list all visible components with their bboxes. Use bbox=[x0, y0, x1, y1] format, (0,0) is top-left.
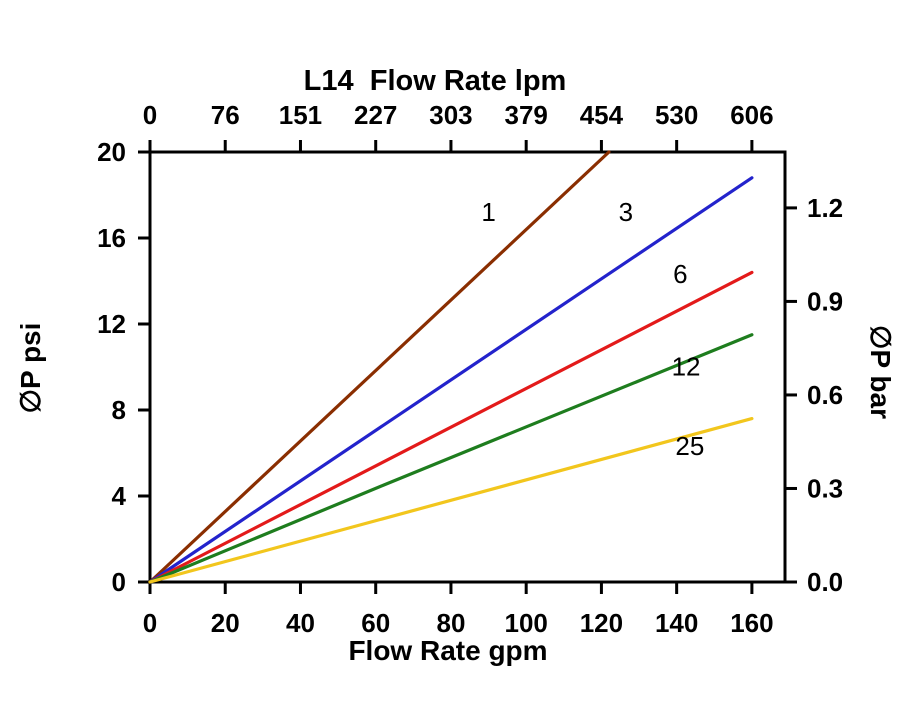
left-tick-label: 12 bbox=[97, 309, 126, 339]
bottom-tick-label: 120 bbox=[580, 608, 623, 638]
bottom-tick-label: 0 bbox=[143, 608, 157, 638]
top-tick-label: 227 bbox=[354, 100, 397, 130]
top-tick-label: 76 bbox=[211, 100, 240, 130]
top-tick-label: 606 bbox=[730, 100, 773, 130]
series-line-1 bbox=[148, 150, 611, 584]
top-tick-label: 151 bbox=[279, 100, 322, 130]
left-tick-label: 0 bbox=[112, 567, 126, 597]
top-tick-label: 530 bbox=[655, 100, 698, 130]
series-label-3: 3 bbox=[619, 197, 633, 227]
top-tick-label: 379 bbox=[504, 100, 547, 130]
plot-frame bbox=[148, 150, 787, 584]
left-axis-title: ∅P psi bbox=[15, 323, 46, 414]
right-tick-label: 0.9 bbox=[807, 286, 843, 316]
top-tick-label: 303 bbox=[429, 100, 472, 130]
left-tick-label: 20 bbox=[97, 137, 126, 167]
bottom-tick-label: 60 bbox=[361, 608, 390, 638]
left-tick-label: 4 bbox=[112, 481, 127, 511]
bottom-axis-title: Flow Rate gpm bbox=[348, 635, 547, 666]
bottom-tick-label: 80 bbox=[436, 608, 465, 638]
right-tick-label: 0.0 bbox=[807, 567, 843, 597]
series-label-12: 12 bbox=[672, 352, 701, 382]
series-line-12 bbox=[148, 333, 754, 584]
top-tick-label: 454 bbox=[580, 100, 624, 130]
right-tick-label: 0.6 bbox=[807, 380, 843, 410]
bottom-tick-label: 20 bbox=[211, 608, 240, 638]
bottom-tick-label: 100 bbox=[504, 608, 547, 638]
right-tick-label: 1.2 bbox=[807, 193, 843, 223]
series-line-3 bbox=[148, 176, 754, 584]
right-tick-label: 0.3 bbox=[807, 473, 843, 503]
series-label-25: 25 bbox=[675, 431, 704, 461]
series-line-25 bbox=[148, 417, 754, 584]
right-axis-title: ∅P bar bbox=[865, 325, 896, 419]
bottom-tick-label: 160 bbox=[730, 608, 773, 638]
bottom-tick-label: 40 bbox=[286, 608, 315, 638]
left-tick-label: 8 bbox=[112, 395, 126, 425]
series-label-1: 1 bbox=[481, 197, 495, 227]
series-line-6 bbox=[148, 270, 754, 584]
bottom-tick-label: 140 bbox=[655, 608, 698, 638]
top-tick-label: 0 bbox=[143, 100, 157, 130]
chart-title: L14 Flow Rate lpm bbox=[304, 65, 567, 97]
left-tick-label: 16 bbox=[97, 223, 126, 253]
series-label-6: 6 bbox=[673, 259, 687, 289]
